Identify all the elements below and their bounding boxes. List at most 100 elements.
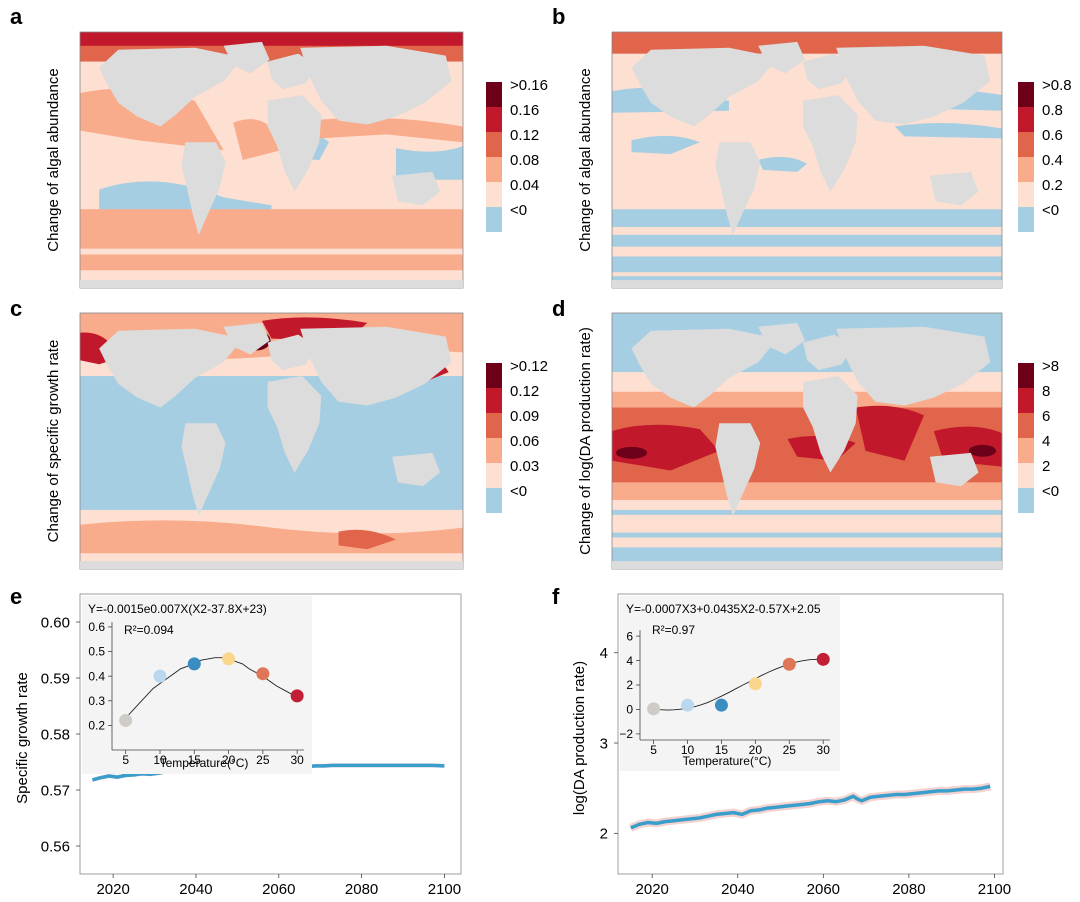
inset-f-equation: Y=-0.0007X3+0.0435X2-0.57X+2.05 (626, 602, 821, 616)
land-antarctica-b (612, 280, 1002, 288)
f-inset-xtick-label-1: 10 (681, 743, 695, 757)
land-australia-b (929, 171, 979, 206)
legend-a-swatch-3 (486, 157, 502, 182)
land-antarctica-a (80, 280, 464, 288)
legend-d-label-5: <0 (1042, 483, 1059, 500)
map-a-ylabel: Change of algal abundance (45, 68, 62, 252)
inset-f-background (620, 596, 840, 771)
inset-f-xlabel: Temperature(°C) (683, 754, 772, 768)
legend-b-label-1: 0.8 (1042, 102, 1063, 119)
land-antarctica-c (80, 561, 464, 569)
panel-letter-e: e (10, 584, 22, 609)
legend-a-swatch-1 (486, 107, 502, 132)
panel-letter-a: a (10, 4, 23, 29)
land-australia-c (392, 452, 441, 487)
legend-a-label-5: <0 (510, 202, 527, 219)
legend-d-swatch-1 (1018, 388, 1034, 413)
legend-c-swatch-3 (486, 438, 502, 463)
f-main-ytick-label-2: 4 (600, 645, 608, 662)
e-inset-point-1 (153, 669, 167, 683)
f-main-ytick-label-0: 2 (600, 826, 608, 843)
legend-b-swatch-4 (1018, 182, 1034, 207)
legend-d-label-4: 2 (1042, 458, 1050, 475)
e-inset-xtick-label-4: 25 (256, 753, 270, 767)
legend-a-label-2: 0.12 (510, 127, 539, 144)
legend-d-label-0: >8 (1042, 358, 1059, 375)
legend-a-label-1: 0.16 (510, 102, 539, 119)
f-inset-ytick-label-1: 0 (626, 703, 633, 717)
e-main-xtick-label-4: 2100 (428, 881, 461, 898)
f-inset-point-5 (816, 652, 830, 666)
legend-c-swatch-4 (486, 463, 502, 488)
e-inset-xtick-label-3: 20 (222, 753, 236, 767)
legend-c-swatch-5 (486, 488, 502, 513)
land-group-b (612, 41, 1002, 288)
inset-e-plot: 5 10 15 20 25 30 0.2 0.3 0.4 0.5 0.6 (88, 620, 304, 767)
e-inset-fit-curve (125, 657, 298, 719)
land-africa-c (267, 376, 322, 473)
e-main-xtick-label-2: 2060 (262, 881, 295, 898)
legend-c-swatch-2 (486, 413, 502, 438)
legend-c-label-2: 0.09 (510, 408, 539, 425)
f-inset-point-4 (782, 657, 796, 671)
land-north-america-c (99, 328, 243, 408)
land-europe-b (803, 53, 852, 90)
f-inset-point-0 (647, 702, 661, 716)
e-main-ytick-label-2: 0.58 (41, 726, 70, 743)
legend-b-label-4: 0.2 (1042, 177, 1063, 194)
chart-panel-f: f log(DA production rate) 2020 2040 2060 20… (552, 584, 1011, 898)
legend-d-label-2: 6 (1042, 408, 1050, 425)
legend-b-swatch-1 (1018, 107, 1034, 132)
e-inset-point-2 (187, 657, 201, 671)
panel-letter-f: f (552, 584, 560, 609)
legend-c-label-0: >0.12 (510, 358, 548, 375)
f-main-ytick-label-1: 3 (600, 735, 608, 752)
e-inset-xtick-label-1: 10 (153, 753, 167, 767)
e-inset-ytick-label-1: 0.3 (88, 694, 105, 708)
e-inset-point-5 (290, 689, 304, 703)
legend-c-label-5: <0 (510, 483, 527, 500)
panel-letter-d: d (552, 296, 565, 321)
map-b-ylabel: Change of algal abundance (577, 68, 594, 252)
e-main-xtick-label-0: 2020 (96, 881, 129, 898)
f-inset-xtick-label-2: 15 (715, 743, 729, 757)
land-south-america-b (715, 142, 761, 235)
legend-b-label-3: 0.4 (1042, 152, 1063, 169)
f-inset-xtick-label-4: 25 (783, 743, 797, 757)
legend-d-label-1: 8 (1042, 383, 1050, 400)
legend-a-swatch-4 (486, 182, 502, 207)
legend-d-swatch-4 (1018, 463, 1034, 488)
e-main-xtick-label-1: 2040 (179, 881, 212, 898)
f-inset-ytick-label-3: 4 (626, 654, 633, 668)
f-inset-xtick-label-5: 30 (817, 743, 831, 757)
e-inset-xtick-label-2: 15 (188, 753, 202, 767)
legend-c-label-3: 0.06 (510, 433, 539, 450)
legend-a-label-3: 0.08 (510, 152, 539, 169)
f-main-series-line (630, 784, 991, 830)
f-inset-xtick-label-3: 20 (749, 743, 763, 757)
land-greenland-d (758, 322, 806, 355)
inset-f-r2: R²=0.97 (652, 623, 695, 637)
legend-b-label-0: >0.8 (1042, 77, 1072, 94)
f-main-xtick-label-2: 2060 (807, 881, 840, 898)
f-inset-point-1 (681, 698, 694, 712)
land-group-a (80, 41, 464, 288)
legend-c: >0.12 0.12 0.09 0.06 0.03 <0 (486, 358, 548, 513)
land-south-america-c (181, 423, 226, 516)
land-south-america-d (715, 423, 761, 516)
legend-a-swatch-2 (486, 132, 502, 157)
legend-d: >8 8 6 4 2 <0 (1018, 358, 1059, 513)
e-main-ytick-label-3: 0.59 (41, 670, 70, 687)
legend-b-label-2: 0.6 (1042, 127, 1063, 144)
land-south-america-a (181, 142, 226, 235)
land-greenland-a (223, 41, 270, 74)
land-north-america-d (631, 328, 778, 408)
land-greenland-b (758, 41, 806, 74)
land-north-america-b (631, 47, 778, 127)
legend-b-swatch-3 (1018, 157, 1034, 182)
land-europe-d (803, 334, 852, 371)
e-inset-point-0 (119, 713, 133, 727)
land-greenland-c (223, 322, 270, 355)
